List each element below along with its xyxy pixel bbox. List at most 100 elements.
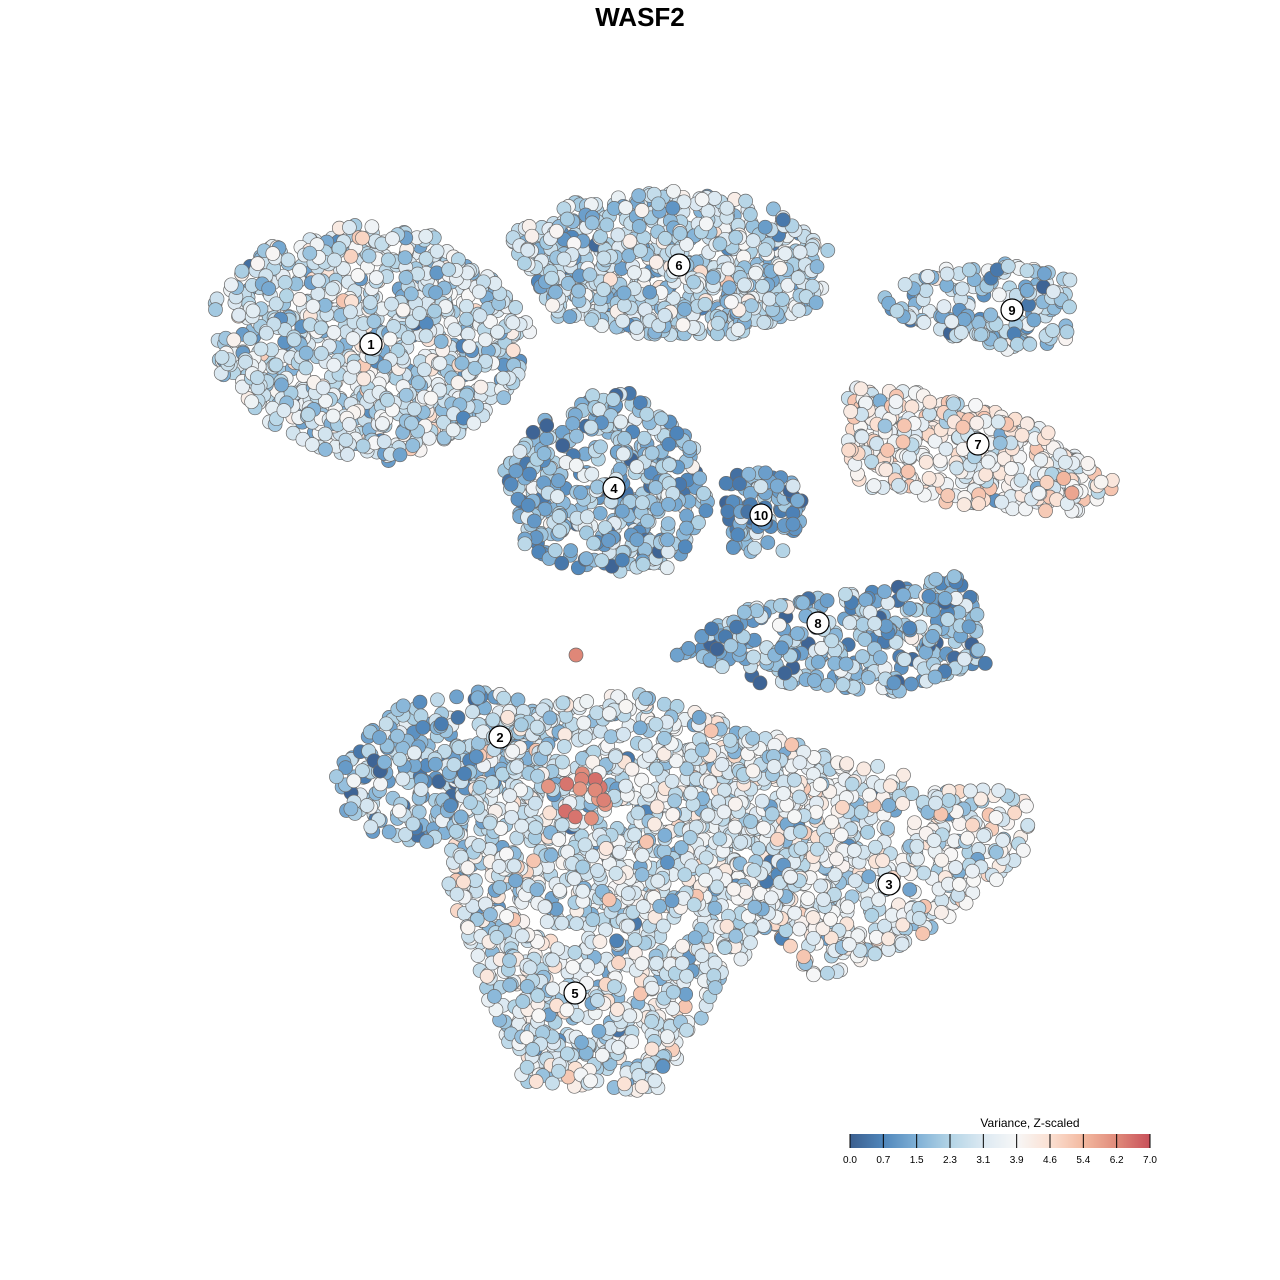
data-point [678,986,694,1002]
data-point [1033,452,1049,468]
data-point [579,509,595,525]
data-point [340,447,355,462]
data-point [796,949,812,965]
data-point [652,898,668,914]
data-point [359,798,375,813]
data-point [829,851,844,867]
data-point [327,252,342,268]
data-point [552,523,567,539]
data-point [895,434,911,450]
data-point [548,284,563,300]
data-point [742,207,758,222]
data-point [909,480,924,495]
data-point [235,379,250,395]
data-point [381,824,397,840]
data-point [875,853,890,868]
data-point [593,229,608,244]
data-point [780,277,796,293]
data-point [385,231,400,246]
data-point [640,513,655,529]
data-point [378,716,394,732]
data-point [772,617,787,633]
data-point [707,900,723,916]
data-point [562,309,578,325]
data-point [877,584,892,599]
data-point [743,814,758,829]
data-point [775,292,790,307]
data-point [496,390,512,406]
data-point [345,331,361,346]
data-point [441,262,457,277]
data-point [965,817,980,833]
data-point [427,303,442,319]
data-point [416,362,432,378]
data-point [666,183,681,199]
data-point [550,489,565,504]
data-point [766,201,781,217]
data-point [635,495,650,511]
data-point [738,193,753,209]
data-point [286,332,302,348]
data-point [902,620,917,636]
data-point [412,694,428,710]
data-point [800,891,816,906]
data-point [268,296,284,312]
data-point [642,284,658,300]
data-point [756,315,772,330]
data-point [485,712,501,728]
data-point [992,435,1008,451]
data-point [428,756,443,772]
data-point [395,771,411,787]
data-point [531,544,547,560]
data-point [880,821,895,836]
data-point [375,416,390,431]
data-point [657,308,673,323]
data-point [672,226,688,241]
data-point [809,841,825,857]
data-point [955,419,971,435]
data-point [697,296,713,312]
data-point [565,959,581,975]
data-point [300,407,316,422]
data-point [1031,485,1047,501]
data-point [470,690,486,706]
data-point [714,757,730,772]
data-point [773,261,788,276]
data-point [1059,324,1075,340]
data-point [314,346,329,361]
data-point [934,852,949,868]
data-point [900,464,916,479]
data-point [395,698,411,714]
data-point [938,441,954,457]
data-point [855,649,870,664]
data-point [730,527,746,543]
data-point [274,377,289,393]
data-point [948,860,963,875]
data-point [698,503,714,519]
data-point [896,418,912,434]
data-point [744,298,759,314]
data-point [653,411,669,426]
data-point [717,940,733,955]
data-point [433,334,449,349]
data-point [841,442,857,458]
data-point [714,659,730,675]
data-point [585,912,601,928]
data-point [677,301,692,317]
data-point [454,355,470,371]
data-point [298,345,314,361]
data-point [302,245,318,261]
data-point [618,200,634,215]
data-point [976,828,992,843]
data-point [549,223,564,239]
data-point [897,652,912,667]
data-point [407,745,422,761]
data-point [760,535,776,550]
data-point [326,325,342,340]
data-point [634,867,650,883]
data-point [526,513,542,529]
data-point [468,749,484,765]
data-point [250,256,266,271]
data-point [397,250,413,266]
data-point [1000,258,1016,274]
